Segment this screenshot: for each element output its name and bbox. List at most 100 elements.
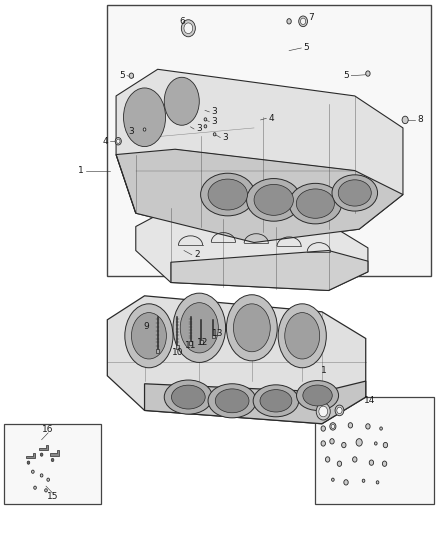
Circle shape [316, 403, 330, 420]
Text: 3: 3 [212, 108, 218, 116]
Circle shape [34, 486, 36, 489]
Ellipse shape [278, 304, 326, 368]
Ellipse shape [296, 189, 335, 219]
Ellipse shape [254, 184, 293, 215]
Ellipse shape [125, 304, 173, 368]
Text: 7: 7 [308, 13, 314, 22]
Text: 1: 1 [321, 366, 327, 375]
Ellipse shape [338, 180, 371, 206]
Circle shape [319, 406, 328, 417]
Circle shape [325, 457, 330, 462]
Circle shape [374, 442, 377, 445]
Circle shape [184, 23, 193, 34]
Ellipse shape [303, 385, 332, 406]
Ellipse shape [180, 303, 218, 353]
Ellipse shape [247, 179, 301, 221]
Ellipse shape [164, 77, 199, 125]
Text: 4: 4 [269, 114, 274, 123]
Circle shape [299, 16, 307, 27]
Circle shape [366, 71, 370, 76]
Bar [107, 5, 431, 276]
Text: 13: 13 [212, 329, 224, 337]
Circle shape [376, 481, 379, 484]
Circle shape [40, 453, 43, 456]
Circle shape [129, 73, 134, 78]
Text: 12: 12 [197, 338, 208, 346]
Text: 9: 9 [144, 322, 150, 331]
Text: 4: 4 [102, 137, 108, 146]
Polygon shape [39, 445, 48, 450]
Circle shape [332, 478, 334, 481]
Circle shape [45, 489, 47, 492]
Circle shape [32, 470, 34, 473]
Polygon shape [116, 69, 403, 243]
Circle shape [335, 405, 344, 416]
Polygon shape [26, 453, 35, 458]
Ellipse shape [173, 293, 226, 362]
Circle shape [330, 439, 334, 444]
Bar [212, 335, 215, 338]
Polygon shape [136, 208, 368, 290]
Circle shape [362, 479, 365, 482]
Circle shape [27, 461, 30, 464]
Polygon shape [171, 251, 368, 290]
Bar [176, 345, 179, 349]
Circle shape [204, 125, 207, 128]
Polygon shape [107, 296, 366, 424]
Text: 14: 14 [364, 397, 376, 405]
Text: 10: 10 [172, 349, 183, 357]
Circle shape [369, 460, 374, 465]
Circle shape [331, 424, 335, 429]
Circle shape [115, 138, 121, 145]
Circle shape [117, 139, 120, 143]
Text: 5: 5 [304, 44, 310, 52]
Circle shape [213, 133, 216, 136]
Circle shape [382, 461, 387, 466]
Ellipse shape [226, 295, 277, 361]
Circle shape [143, 128, 146, 131]
Text: 3: 3 [128, 127, 134, 136]
Bar [189, 341, 192, 345]
Text: 2: 2 [194, 251, 200, 259]
Ellipse shape [253, 385, 299, 417]
Circle shape [47, 478, 49, 481]
Ellipse shape [215, 389, 249, 413]
Bar [4, 424, 101, 504]
Text: 6: 6 [179, 17, 185, 26]
Circle shape [287, 19, 291, 24]
Ellipse shape [289, 183, 342, 224]
Polygon shape [50, 450, 59, 456]
Ellipse shape [233, 304, 270, 352]
Circle shape [366, 424, 370, 429]
Circle shape [51, 458, 54, 462]
Circle shape [337, 407, 342, 414]
Circle shape [321, 426, 325, 431]
Circle shape [380, 427, 382, 430]
Circle shape [348, 423, 353, 428]
Ellipse shape [260, 390, 292, 412]
Circle shape [181, 20, 195, 37]
Ellipse shape [208, 179, 247, 210]
Ellipse shape [201, 173, 255, 216]
Text: 16: 16 [42, 425, 54, 433]
Bar [156, 349, 159, 353]
Polygon shape [116, 149, 403, 243]
Circle shape [383, 442, 388, 448]
Ellipse shape [332, 175, 378, 211]
Text: 11: 11 [185, 341, 196, 350]
Circle shape [344, 480, 348, 485]
Text: 5: 5 [343, 71, 349, 80]
Ellipse shape [208, 384, 256, 418]
Ellipse shape [285, 312, 320, 359]
Circle shape [300, 18, 306, 25]
Circle shape [204, 118, 207, 121]
Circle shape [356, 439, 362, 446]
Ellipse shape [172, 385, 205, 409]
Ellipse shape [131, 312, 166, 359]
Circle shape [40, 474, 43, 477]
Ellipse shape [297, 381, 339, 410]
Text: 15: 15 [47, 492, 58, 501]
Bar [315, 397, 434, 504]
Text: 3: 3 [212, 117, 218, 126]
Circle shape [353, 457, 357, 462]
